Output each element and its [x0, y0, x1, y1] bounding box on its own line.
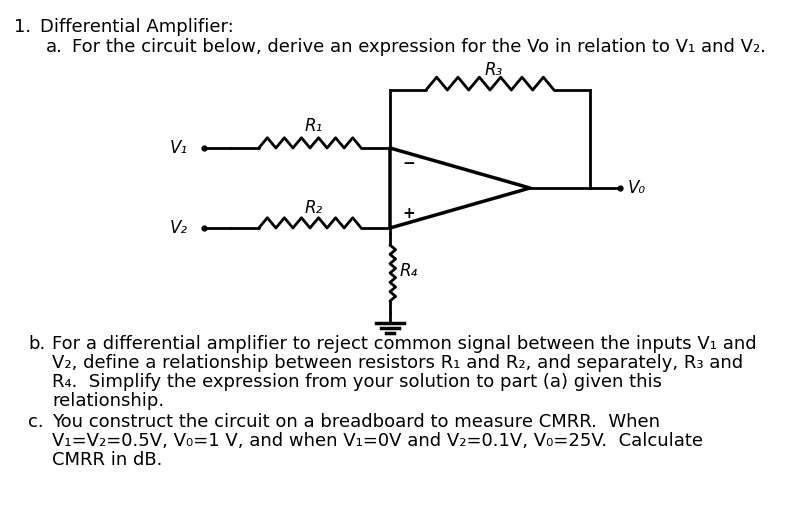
Text: V₁: V₁ [170, 139, 188, 157]
Text: CMRR in dB.: CMRR in dB. [52, 451, 162, 469]
Text: V₂: V₂ [170, 219, 188, 237]
Text: R₁: R₁ [305, 117, 323, 135]
Text: relationship.: relationship. [52, 392, 164, 410]
Text: R₂: R₂ [305, 199, 323, 217]
Text: c.: c. [28, 413, 43, 431]
Text: −: − [402, 156, 415, 171]
Text: V₁=V₂=0.5V, V₀=1 V, and when V₁=0V and V₂=0.1V, V₀=25V.  Calculate: V₁=V₂=0.5V, V₀=1 V, and when V₁=0V and V… [52, 432, 703, 450]
Text: Differential Amplifier:: Differential Amplifier: [40, 18, 233, 36]
Text: R₄: R₄ [400, 262, 418, 279]
Text: R₃: R₃ [485, 61, 503, 79]
Text: b.: b. [28, 335, 45, 353]
Text: V₀: V₀ [628, 179, 646, 197]
Text: 1.: 1. [14, 18, 31, 36]
Text: +: + [402, 206, 415, 221]
Text: R₄.  Simplify the expression from your solution to part (a) given this: R₄. Simplify the expression from your so… [52, 373, 662, 391]
Text: V₂, define a relationship between resistors R₁ and R₂, and separately, R₃ and: V₂, define a relationship between resist… [52, 354, 743, 372]
Text: For the circuit below, derive an expression for the Vo in relation to V₁ and V₂.: For the circuit below, derive an express… [72, 38, 766, 56]
Text: a.: a. [46, 38, 63, 56]
Text: For a differential amplifier to reject common signal between the inputs V₁ and: For a differential amplifier to reject c… [52, 335, 756, 353]
Text: You construct the circuit on a breadboard to measure CMRR.  When: You construct the circuit on a breadboar… [52, 413, 660, 431]
